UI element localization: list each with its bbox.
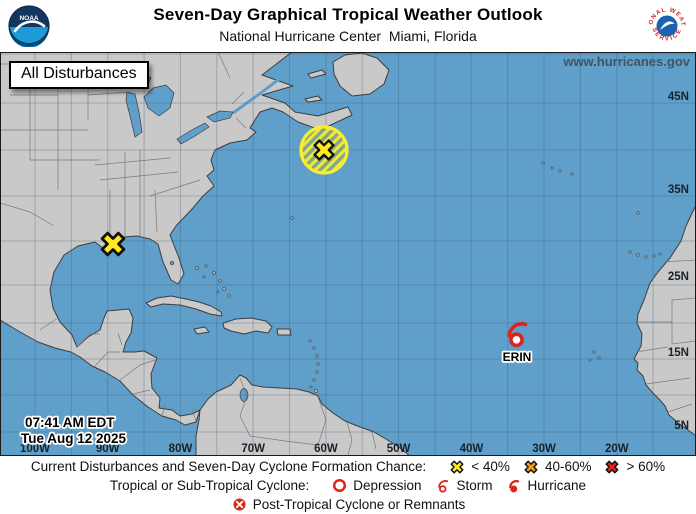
depression-label: Depression <box>353 478 422 493</box>
svg-text:35N: 35N <box>668 184 689 196</box>
small-islands <box>195 161 662 393</box>
legend-item-low-chance: < 40% <box>448 457 510 476</box>
north-central-america-land <box>1 53 353 426</box>
page-title: Seven-Day Graphical Tropical Weather Out… <box>153 5 543 24</box>
page-subtitle: National Hurricane Center Miami, Florida <box>219 28 477 44</box>
svg-text:30W: 30W <box>532 443 556 455</box>
legend-line2-label: Tropical or Sub-Tropical Cyclone: <box>109 478 310 493</box>
legend-item-post-tropical: Post-Tropical Cyclone or Remnants <box>231 496 466 513</box>
puerto-rico-island <box>276 328 292 336</box>
all-disturbances-label: All Disturbances <box>9 61 149 89</box>
hurricane-icon <box>508 479 519 492</box>
prince-edward-island <box>304 95 323 103</box>
post-tropical-label: Post-Tropical Cyclone or Remnants <box>252 496 466 512</box>
lake-erie <box>176 122 210 145</box>
svg-text:50W: 50W <box>387 443 411 455</box>
nws-logo: NATIONAL WEATHER SERVICE <box>646 5 688 47</box>
storm-icon <box>437 479 448 493</box>
legend-line1-label: Current Disturbances and Seven-Day Cyclo… <box>30 459 427 474</box>
longitude-labels: 100W 90W 80W 70W 60W 50W 40W 30W 20W <box>20 443 629 455</box>
outlook-map[interactable]: 100W 90W 80W 70W 60W 50W 40W 30W 20W 45N 35N 25N 15… <box>0 52 696 456</box>
svg-text:45N: 45N <box>668 91 689 103</box>
storm-label: Storm <box>456 478 493 493</box>
political-borders <box>1 53 695 455</box>
jamaica-island <box>193 326 210 335</box>
markers: ERIN <box>95 125 533 366</box>
svg-text:25N: 25N <box>668 271 689 283</box>
svg-text:70W: 70W <box>241 443 265 455</box>
legend-item-high-chance: > 60% <box>603 457 666 476</box>
anticosti-island <box>307 69 327 79</box>
latitude-labels: 45N 35N 25N 15N 5N <box>668 91 689 432</box>
newfoundland-island <box>332 53 390 97</box>
svg-text:100W: 100W <box>20 443 50 455</box>
legend-line-formation-chance: Current Disturbances and Seven-Day Cyclo… <box>0 457 696 476</box>
noaa-logo: NOAA <box>8 5 50 47</box>
timestamp-date: Tue Aug 12 2025 <box>21 431 127 446</box>
high-chance-x-icon <box>603 457 622 476</box>
legend-line-cyclone-types: Tropical or Sub-Tropical Cyclone: Depres… <box>0 477 696 495</box>
legend-item-depression: Depression <box>331 477 422 494</box>
issuance-timestamp: 07:41 AM EDT Tue Aug 12 2025 <box>19 413 128 448</box>
noaa-logo-text: NOAA <box>19 15 38 22</box>
svg-text:90W: 90W <box>96 443 120 455</box>
medium-chance-label: 40-60% <box>544 459 592 474</box>
atlantic-basin-map: 100W 90W 80W 70W 60W 50W 40W 30W 20W 45N 35N 25N 15… <box>1 53 695 455</box>
lake-huron <box>143 84 175 117</box>
svg-text:5N: 5N <box>674 420 689 432</box>
hurricane-label: Hurricane <box>527 478 587 493</box>
africa-land <box>633 205 695 436</box>
hurricanes-gov-link[interactable]: www.hurricanes.gov <box>562 54 690 69</box>
lake-michigan <box>125 91 143 138</box>
svg-text:40W: 40W <box>460 443 484 455</box>
storm-name-label: ERIN <box>503 350 532 364</box>
high-chance-label: > 60% <box>626 459 666 474</box>
header: NOAA Seven-Day Graphical Tropical Weathe… <box>0 0 696 52</box>
svg-text:15N: 15N <box>668 347 689 359</box>
lake-okeechobee <box>169 260 175 266</box>
svg-text:60W: 60W <box>314 443 338 455</box>
legend: Current Disturbances and Seven-Day Cyclo… <box>0 456 696 514</box>
low-chance-x-icon <box>448 457 467 476</box>
graticule <box>1 53 695 455</box>
cuba-island <box>145 295 223 317</box>
legend-item-hurricane: Hurricane <box>505 477 587 495</box>
svg-text:20W: 20W <box>605 443 629 455</box>
formation-area-atlantic[interactable] <box>299 125 349 175</box>
lake-ontario <box>206 110 234 123</box>
post-tropical-icon <box>233 497 246 511</box>
legend-line-post-tropical: Post-Tropical Cyclone or Remnants <box>0 496 696 513</box>
svg-text:80W: 80W <box>169 443 193 455</box>
legend-item-medium-chance: 40-60% <box>521 457 592 476</box>
medium-chance-x-icon <box>521 457 540 476</box>
legend-item-storm: Storm <box>434 477 493 495</box>
storm-erin[interactable]: ERIN <box>501 322 533 366</box>
st-lawrence-river <box>232 64 296 115</box>
low-chance-label: < 40% <box>471 459 510 474</box>
timestamp-time: 07:41 AM EDT <box>25 415 115 430</box>
hispaniola-island <box>222 317 273 335</box>
depression-icon <box>333 478 347 493</box>
